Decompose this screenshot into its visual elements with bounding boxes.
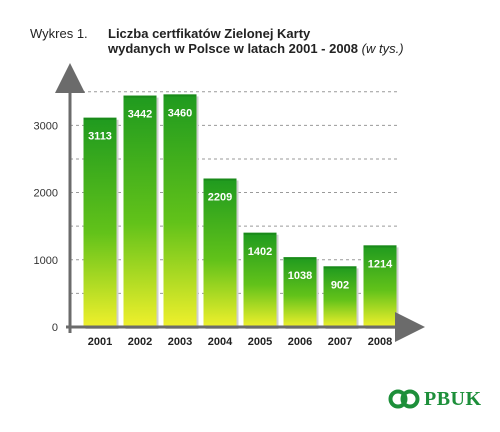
y-tick-label: 3000 xyxy=(34,120,58,132)
bar-value-label: 3442 xyxy=(128,109,152,121)
axes xyxy=(55,63,425,342)
bar xyxy=(83,117,117,328)
bar xyxy=(243,232,277,327)
x-tick-label: 2003 xyxy=(168,336,192,348)
pbuk-logo-text: PBUK xyxy=(424,388,482,410)
x-tick-label: 2002 xyxy=(128,336,152,348)
pbuk-logo-icon xyxy=(388,389,420,409)
bar-top-edge xyxy=(243,232,277,235)
bar-value-label: 2209 xyxy=(208,192,232,204)
bar-value-label: 1214 xyxy=(368,258,393,270)
bar-top-edge xyxy=(203,178,237,181)
chart-title-line2-text: wydanych w Polsce w latach 2001 - 2008 xyxy=(108,41,359,56)
bar-value-label: 3113 xyxy=(88,131,112,143)
bar xyxy=(123,95,157,327)
bar-chart: 0 1000 2000 3000 3113 2001 3442 2002 3460 2003 220… xyxy=(34,63,425,348)
bar-value-label: 1402 xyxy=(248,246,272,258)
bar xyxy=(363,245,397,327)
y-tick-label: 2000 xyxy=(34,188,58,200)
x-tick-label: 2005 xyxy=(248,336,272,348)
bar-value-label: 902 xyxy=(331,279,349,291)
bar-top-edge xyxy=(83,117,117,120)
x-tick-label: 2004 xyxy=(208,336,233,348)
chart-title-prefix: Wykres 1. xyxy=(30,26,88,41)
chart-title-note: (w tys.) xyxy=(361,41,404,56)
y-tick-label: 1000 xyxy=(34,255,58,267)
x-tick-label: 2007 xyxy=(328,336,352,348)
y-tick-label: 0 xyxy=(52,322,58,334)
bar-top-edge xyxy=(323,266,357,269)
bar xyxy=(163,94,197,328)
bar-top-edge xyxy=(163,94,197,97)
x-tick-label: 2001 xyxy=(88,336,112,348)
bar-top-edge xyxy=(283,257,317,260)
x-tick-label: 2006 xyxy=(288,336,312,348)
bar-value-label: 3460 xyxy=(168,107,192,119)
bar xyxy=(283,257,317,327)
bar xyxy=(323,266,357,327)
chart-title-main: Liczba certfikatów Zielonej Karty wydany… xyxy=(108,26,404,56)
bar-top-edge xyxy=(123,95,157,98)
bars xyxy=(83,94,399,330)
chart-title-line1: Liczba certfikatów Zielonej Karty xyxy=(108,26,311,41)
x-tick-label: 2008 xyxy=(368,336,392,348)
bar xyxy=(203,178,237,327)
labels: 0 1000 2000 3000 3113 2001 3442 2002 3460 2003 220… xyxy=(34,107,394,348)
chart-title-line2: wydanych w Polsce w latach 2001 - 2008 (… xyxy=(108,41,404,56)
bar-top-edge xyxy=(363,245,397,248)
bar-value-label: 1038 xyxy=(288,270,312,282)
